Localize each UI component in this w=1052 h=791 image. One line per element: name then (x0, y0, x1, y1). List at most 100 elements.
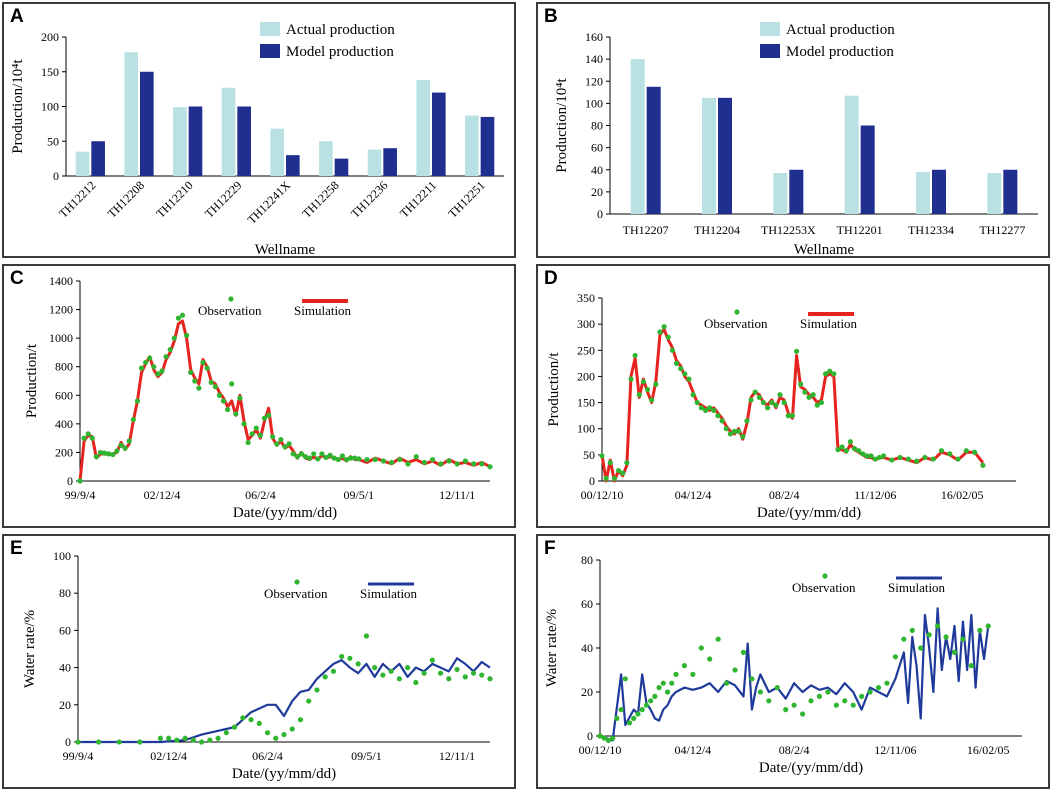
observation-point (963, 448, 969, 454)
observation-point (618, 707, 624, 713)
observation-point (632, 352, 638, 359)
y-tick-label: 100 (585, 96, 603, 110)
bar-actual (916, 171, 930, 214)
observation-point (430, 456, 436, 463)
observation-point (773, 402, 779, 408)
observation-point (290, 451, 296, 457)
observation-point (875, 685, 882, 691)
panel-label-e: E (10, 538, 23, 559)
observation-point (159, 368, 165, 374)
panel-label-d: D (544, 268, 558, 289)
observation-point (347, 655, 353, 661)
chart-f: 0 20 40 60 80 Water rate/% 00/12/10 04/12/4 08/2… (544, 553, 1022, 776)
observation-point (155, 371, 161, 377)
observation-point (405, 665, 411, 671)
x-tick-label: TH12258 (299, 178, 341, 220)
observation-point (766, 698, 772, 704)
observation-point (470, 670, 477, 676)
observation-point (690, 392, 696, 398)
observation-point (765, 405, 771, 411)
observation-point (298, 451, 304, 457)
observation-point (294, 454, 300, 460)
legend-observation-marker (228, 296, 234, 302)
observation-point (77, 478, 83, 484)
x-tick-label: TH12204 (694, 223, 740, 237)
observation-point (947, 451, 953, 457)
observation-point (397, 456, 403, 463)
observation-point (215, 735, 221, 741)
bar-model (860, 125, 875, 214)
bar-model (646, 86, 661, 214)
y-tick-label: 800 (55, 360, 73, 374)
observation-point (175, 315, 181, 321)
y-tick-label: 40 (581, 641, 593, 655)
observation-point (85, 431, 91, 437)
observation-point (212, 384, 218, 390)
observation-point (237, 395, 243, 401)
legend-label-observation: Observation (792, 580, 856, 595)
observation-point (889, 457, 895, 463)
observation-point (631, 715, 637, 721)
observation-point (462, 458, 468, 464)
bar-actual (987, 173, 1002, 214)
observation-point (825, 689, 831, 695)
observation-point (413, 679, 419, 686)
x-tick-label: TH12207 (623, 223, 669, 237)
x-tick-label: 99/9/4 (65, 488, 96, 502)
observation-point (731, 428, 738, 434)
observation-point (286, 441, 292, 447)
chart-c: 0 200 400 600 800 1000 1200 1400 Production/t 99/… (24, 274, 493, 521)
observation-point (225, 406, 231, 413)
observation-point (748, 397, 754, 403)
observation-point (306, 698, 312, 704)
observation-point (864, 453, 870, 459)
observation-point (802, 389, 808, 395)
panel-b: 0 20 40 60 80 100 120 140 160 Production/10⁴t TH12… (536, 2, 1050, 258)
observation-point (968, 663, 974, 669)
panel-e: 0 20 40 60 80 100 Water rate/% 99/9/4 02/12/4 06/… (2, 534, 516, 789)
x-tick-label: 12/11/1 (439, 749, 475, 763)
observation-point (190, 737, 196, 743)
observation-point (935, 623, 941, 629)
observation-point (256, 720, 262, 726)
observation-point (605, 737, 612, 743)
observation-point (740, 649, 747, 655)
observation-point (749, 676, 755, 682)
observation-point (174, 737, 180, 743)
x-tick-label: TH12236 (348, 178, 390, 220)
observation-point (843, 448, 849, 454)
y-tick-label: 1200 (49, 303, 73, 317)
x-tick-label: 04/12/4 (675, 488, 712, 502)
observation-point (622, 676, 628, 682)
observation-point (331, 455, 337, 461)
observation-point (157, 735, 163, 741)
observation-point (339, 453, 345, 459)
observation-point (760, 399, 767, 406)
y-axis-label: Water rate/% (22, 610, 38, 688)
observation-point (635, 711, 641, 717)
y-tick-label: 400 (55, 417, 73, 431)
observation-point (951, 649, 958, 655)
x-tick-label: TH12211 (397, 178, 439, 220)
observation-point (860, 451, 866, 457)
observation-point (372, 665, 378, 671)
observation-point (438, 461, 444, 467)
observation-point (216, 392, 222, 398)
legend-label-observation: Observation (198, 303, 262, 318)
observation-point (396, 676, 402, 682)
observation-point (289, 726, 295, 732)
bar-model (1003, 169, 1018, 214)
panel-a: 0 50 100 150 200 Production/10⁴t TH12212 TH1220… (2, 2, 516, 258)
observation-point (892, 654, 898, 660)
y-tick-label: 150 (577, 396, 595, 410)
observation-point (319, 451, 325, 457)
observation-point (816, 693, 823, 699)
x-axis-label: Date/(yy/mm/dd) (232, 766, 336, 782)
panel-label-c: C (10, 268, 24, 289)
observation-point (664, 689, 671, 695)
observation-point (856, 448, 862, 454)
x-axis-label: Wellname (255, 242, 316, 258)
bar-model (188, 106, 203, 176)
observation-point (199, 739, 205, 745)
bar-model (383, 148, 397, 176)
